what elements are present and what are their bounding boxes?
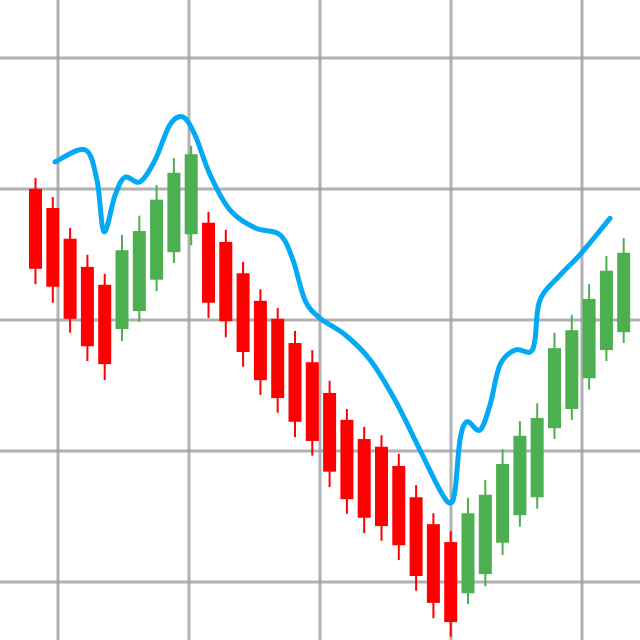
candle-down	[444, 531, 458, 637]
candle-down	[253, 289, 267, 395]
candle-down	[340, 408, 354, 514]
candle-down	[80, 254, 94, 361]
candle-up	[184, 145, 198, 246]
candle-body	[305, 362, 319, 441]
candle-body	[617, 252, 631, 333]
candle-body	[530, 417, 544, 498]
candle-up	[565, 314, 579, 420]
candle-up	[599, 256, 613, 361]
candle-up	[530, 403, 544, 509]
candle-up	[617, 238, 631, 344]
candle-up	[461, 497, 475, 605]
candle-body	[80, 266, 94, 347]
candle-body	[46, 208, 60, 287]
candle-body	[253, 300, 267, 381]
candle-body	[582, 298, 596, 379]
candle-up	[496, 449, 510, 555]
candle-down	[63, 227, 77, 333]
candle-down	[202, 211, 215, 319]
trend-line	[52, 114, 613, 506]
candle-down	[98, 273, 112, 381]
candle-body	[98, 284, 112, 365]
candle-body	[444, 542, 458, 623]
candle-up	[513, 421, 527, 527]
candle-body	[288, 343, 302, 422]
candle-body	[357, 439, 371, 518]
candle-body	[496, 464, 510, 543]
candle-body	[478, 494, 492, 575]
candle-body	[219, 241, 233, 322]
candle-down	[409, 485, 423, 591]
candle-up	[132, 215, 146, 322]
candle-body	[375, 446, 388, 527]
candle-body	[513, 435, 527, 516]
candle-body	[184, 154, 198, 235]
candle-up	[150, 184, 164, 292]
candle-down	[219, 229, 233, 338]
candle-up	[548, 332, 561, 440]
candle-body	[340, 419, 354, 500]
candle-body	[271, 318, 285, 399]
candle-down	[323, 380, 337, 488]
candle-body	[599, 270, 613, 351]
candle-up	[167, 158, 181, 264]
candle-body	[409, 497, 423, 576]
candle-body	[565, 330, 579, 409]
candle-down	[29, 177, 42, 285]
candle-down	[392, 453, 406, 560]
candle-down	[46, 197, 60, 303]
candle-body	[29, 188, 42, 269]
candle-body	[202, 222, 215, 303]
candle-body	[236, 273, 250, 352]
candle-body	[548, 348, 561, 429]
candle-body	[63, 238, 77, 319]
candle-down	[288, 330, 302, 438]
candle-body	[115, 250, 129, 329]
candle-down	[357, 426, 371, 534]
candle-body	[167, 172, 181, 253]
candle-down	[375, 435, 388, 541]
candle-body	[150, 199, 164, 280]
candle-up	[478, 480, 492, 587]
candles	[29, 145, 631, 637]
candle-body	[323, 392, 337, 472]
candle-down	[305, 350, 319, 456]
candle-down	[271, 307, 285, 413]
candle-up	[115, 234, 129, 342]
candle-up	[582, 284, 596, 390]
candle-body	[392, 465, 406, 546]
candle-down	[236, 261, 250, 367]
candle-body	[132, 231, 146, 312]
candle-body	[461, 513, 475, 594]
candle-down	[426, 513, 440, 619]
candle-body	[426, 524, 440, 603]
